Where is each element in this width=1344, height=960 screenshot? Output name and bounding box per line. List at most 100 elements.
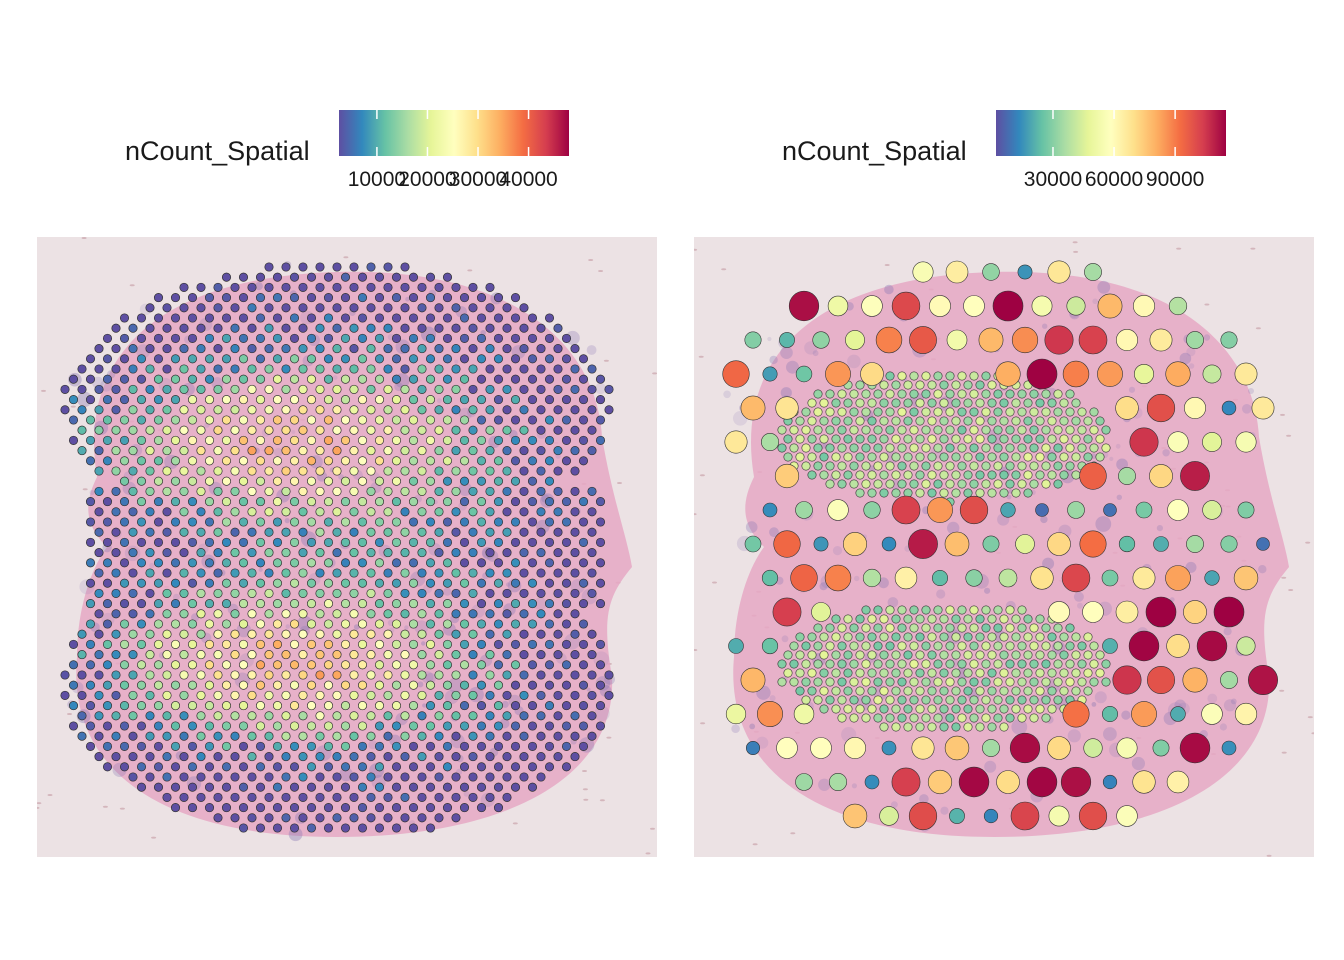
spot <box>179 792 189 802</box>
spot <box>510 578 521 588</box>
spot <box>881 536 897 552</box>
spot <box>1079 530 1107 558</box>
spot <box>1023 650 1033 660</box>
spot <box>933 677 943 687</box>
spot <box>587 670 597 680</box>
spot <box>885 425 895 435</box>
spot <box>255 313 266 323</box>
spot <box>357 415 368 425</box>
spot <box>162 446 172 456</box>
spot <box>819 434 829 444</box>
spot <box>536 731 546 741</box>
spot <box>102 762 113 772</box>
spot <box>417 650 427 660</box>
spot <box>1201 703 1223 725</box>
spot <box>179 711 189 721</box>
spot <box>196 609 206 619</box>
spot <box>204 660 215 670</box>
spot <box>1035 470 1045 480</box>
spot <box>927 704 937 714</box>
spot <box>553 690 563 700</box>
spot <box>408 680 419 690</box>
spot <box>957 371 967 381</box>
spot <box>425 823 436 833</box>
spot <box>255 803 266 813</box>
spot <box>306 782 317 792</box>
spot <box>187 456 198 466</box>
spot <box>837 641 847 651</box>
spot <box>1089 443 1099 453</box>
spot <box>519 446 529 456</box>
spot <box>957 389 967 399</box>
spot <box>119 313 130 323</box>
spot <box>400 466 410 476</box>
spot <box>807 434 817 444</box>
spot <box>510 537 521 547</box>
spot <box>939 632 949 642</box>
spot <box>837 659 847 669</box>
spot <box>255 619 266 629</box>
spot <box>795 452 805 462</box>
spot <box>493 374 504 384</box>
spot <box>119 476 130 486</box>
spot <box>476 619 487 629</box>
spot <box>1082 601 1104 623</box>
spot <box>204 701 215 711</box>
spot <box>315 507 325 517</box>
spot <box>408 701 419 711</box>
spot <box>849 659 859 669</box>
spot <box>442 558 453 568</box>
spot <box>315 650 325 660</box>
spot <box>408 721 419 731</box>
spot <box>315 303 325 313</box>
spot <box>493 456 504 466</box>
spot <box>264 548 274 558</box>
spot <box>493 497 504 507</box>
spot <box>247 446 257 456</box>
spot <box>179 507 189 517</box>
spot <box>502 527 512 537</box>
spot <box>493 680 504 690</box>
spot <box>221 435 232 445</box>
spot <box>519 527 529 537</box>
spot <box>451 364 461 374</box>
spot <box>128 629 138 639</box>
spot <box>221 762 232 772</box>
spot <box>230 568 240 578</box>
spot <box>1101 425 1111 435</box>
spot <box>400 364 410 374</box>
spot <box>281 690 291 700</box>
spot <box>417 690 427 700</box>
spot <box>807 452 817 462</box>
spot <box>102 456 113 466</box>
spot <box>340 680 351 690</box>
spot <box>179 486 189 496</box>
spot <box>425 435 436 445</box>
spot <box>264 629 274 639</box>
spot <box>255 272 266 282</box>
spot <box>238 558 249 568</box>
spot <box>459 456 470 466</box>
tissue-image-left <box>37 237 657 857</box>
spot <box>136 680 147 690</box>
spot <box>951 614 961 624</box>
spot <box>425 803 436 813</box>
spot <box>408 354 419 364</box>
spot <box>170 558 181 568</box>
spot <box>94 670 104 680</box>
spot <box>298 650 308 660</box>
spot <box>519 629 529 639</box>
spot <box>289 558 300 568</box>
spot <box>400 752 410 762</box>
spot <box>459 354 470 364</box>
spot <box>485 486 495 496</box>
spot <box>544 619 555 629</box>
spot <box>179 588 189 598</box>
spot <box>1095 452 1105 462</box>
spot <box>921 713 931 723</box>
spot <box>1035 650 1045 660</box>
spot <box>921 425 931 435</box>
spot <box>162 690 172 700</box>
spot <box>1179 732 1211 764</box>
spot <box>519 568 529 578</box>
